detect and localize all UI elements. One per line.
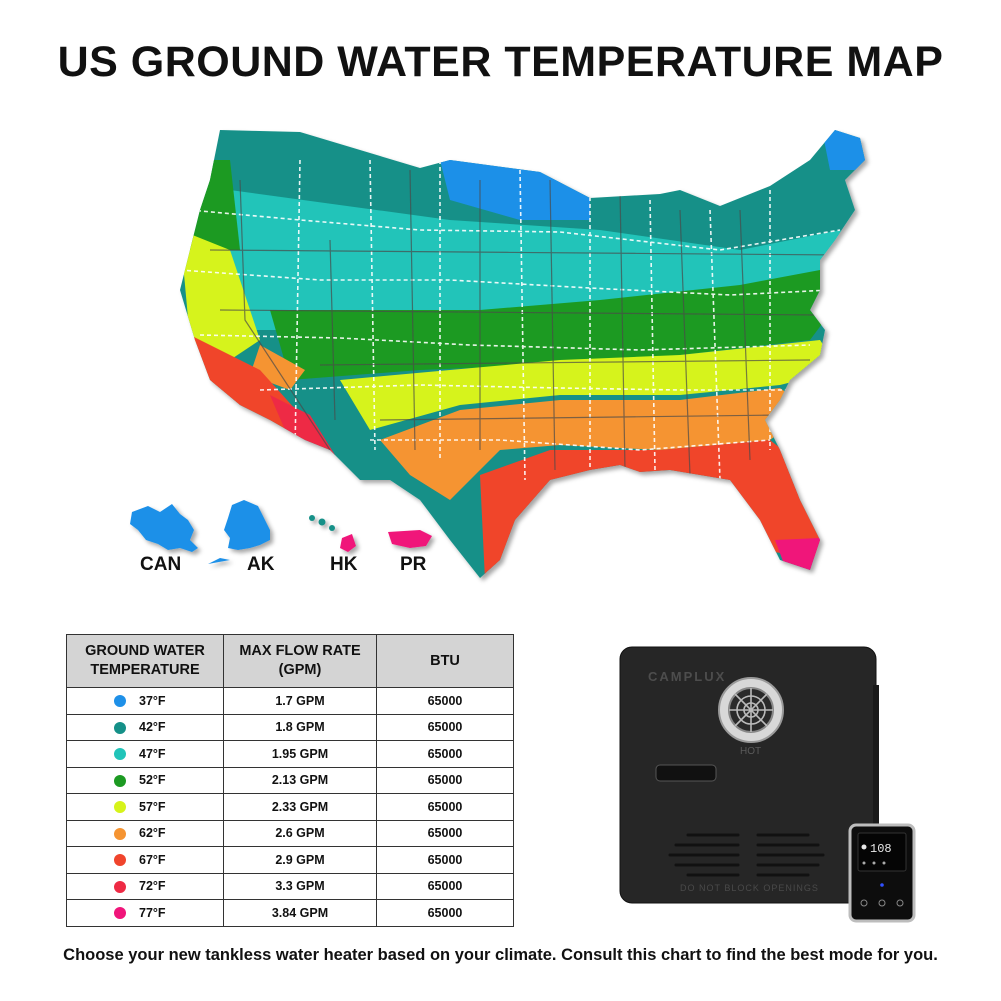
- btu-cell: 65000: [376, 713, 514, 741]
- btu-cell: 65000: [376, 899, 514, 927]
- color-swatch-icon: [114, 695, 126, 707]
- btu-cell: 65000: [376, 872, 514, 900]
- label-can: CAN: [140, 554, 182, 575]
- puerto-rico-inset: [388, 530, 432, 548]
- remote-controller: 108: [848, 823, 916, 923]
- flow-rate-cell: 2.13 GPM: [223, 766, 377, 794]
- table-row: 37°F 1.7 GPM 65000: [66, 687, 514, 715]
- header-temperature: GROUND WATER TEMPERATURE: [66, 634, 224, 688]
- table-row: 47°F 1.95 GPM 65000: [66, 740, 514, 768]
- flow-rate-cell: 1.7 GPM: [223, 687, 377, 715]
- color-swatch-icon: [114, 854, 126, 866]
- header-flow-rate: MAX FLOW RATE (GPM): [223, 634, 377, 688]
- table-row: 62°F 2.6 GPM 65000: [66, 819, 514, 847]
- us-map: [130, 130, 865, 578]
- zone-72f: [270, 395, 335, 460]
- table-row: 42°F 1.8 GPM 65000: [66, 713, 514, 741]
- page-title: US GROUND WATER TEMPERATURE MAP: [57, 38, 944, 86]
- btu-cell: 65000: [376, 819, 514, 847]
- btu-cell: 65000: [376, 687, 514, 715]
- hot-label: HOT: [740, 746, 761, 757]
- label-pr: PR: [400, 554, 427, 575]
- flow-rate-cell: 1.95 GPM: [223, 740, 377, 768]
- table-row: 57°F 2.33 GPM 65000: [66, 793, 514, 821]
- header-btu: BTU: [376, 634, 514, 688]
- table-row: 77°F 3.84 GPM 65000: [66, 899, 514, 927]
- zone-67f: [190, 335, 305, 450]
- display-value: 108: [870, 842, 892, 856]
- flow-rate-cell: 1.8 GPM: [223, 713, 377, 741]
- temperature-cell: 72°F: [66, 872, 224, 900]
- hawaii-inset: [309, 515, 356, 552]
- flow-rate-table: GROUND WATER TEMPERATURE MAX FLOW RATE (…: [66, 634, 514, 927]
- flow-rate-cell: 3.84 GPM: [223, 899, 377, 927]
- flow-rate-cell: 2.6 GPM: [223, 819, 377, 847]
- table-row: 72°F 3.3 GPM 65000: [66, 872, 514, 900]
- temperature-cell: 62°F: [66, 819, 224, 847]
- alaska-inset: [208, 500, 270, 564]
- btu-cell: 65000: [376, 740, 514, 768]
- zone-57f: [180, 230, 260, 360]
- temperature-cell: 77°F: [66, 899, 224, 927]
- flow-rate-cell: 2.9 GPM: [223, 846, 377, 874]
- temperature-cell: 42°F: [66, 713, 224, 741]
- water-heater-illustration: CAMPLUX HOT DO NOT BLOCK OPENINGS 108: [619, 646, 916, 923]
- footer-note: Choose your new tankless water heater ba…: [63, 946, 938, 964]
- color-swatch-icon: [114, 801, 126, 813]
- color-swatch-icon: [114, 907, 126, 919]
- btu-cell: 65000: [376, 766, 514, 794]
- btu-cell: 65000: [376, 846, 514, 874]
- table-row: 52°F 2.13 GPM 65000: [66, 766, 514, 794]
- temperature-cell: 67°F: [66, 846, 224, 874]
- device-warning: DO NOT BLOCK OPENINGS: [680, 883, 819, 893]
- table-row: 67°F 2.9 GPM 65000: [66, 846, 514, 874]
- flow-rate-cell: 3.3 GPM: [223, 872, 377, 900]
- color-swatch-icon: [114, 774, 126, 787]
- temperature-cell: 52°F: [66, 766, 224, 794]
- canada-inset: [130, 504, 198, 552]
- flow-rate-cell: 2.33 GPM: [223, 793, 377, 821]
- temperature-cell: 57°F: [66, 793, 224, 821]
- zone-52f: [180, 160, 240, 250]
- color-swatch-icon: [114, 721, 126, 734]
- panel-handle: [655, 764, 717, 782]
- btu-cell: 65000: [376, 793, 514, 821]
- color-swatch-icon: [114, 827, 126, 840]
- label-hk: HK: [330, 554, 358, 575]
- color-swatch-icon: [114, 748, 126, 760]
- temperature-cell: 37°F: [66, 687, 224, 715]
- color-swatch-icon: [114, 880, 126, 893]
- device-brand: CAMPLUX: [648, 669, 726, 684]
- temperature-cell: 47°F: [66, 740, 224, 768]
- label-ak: AK: [247, 554, 275, 575]
